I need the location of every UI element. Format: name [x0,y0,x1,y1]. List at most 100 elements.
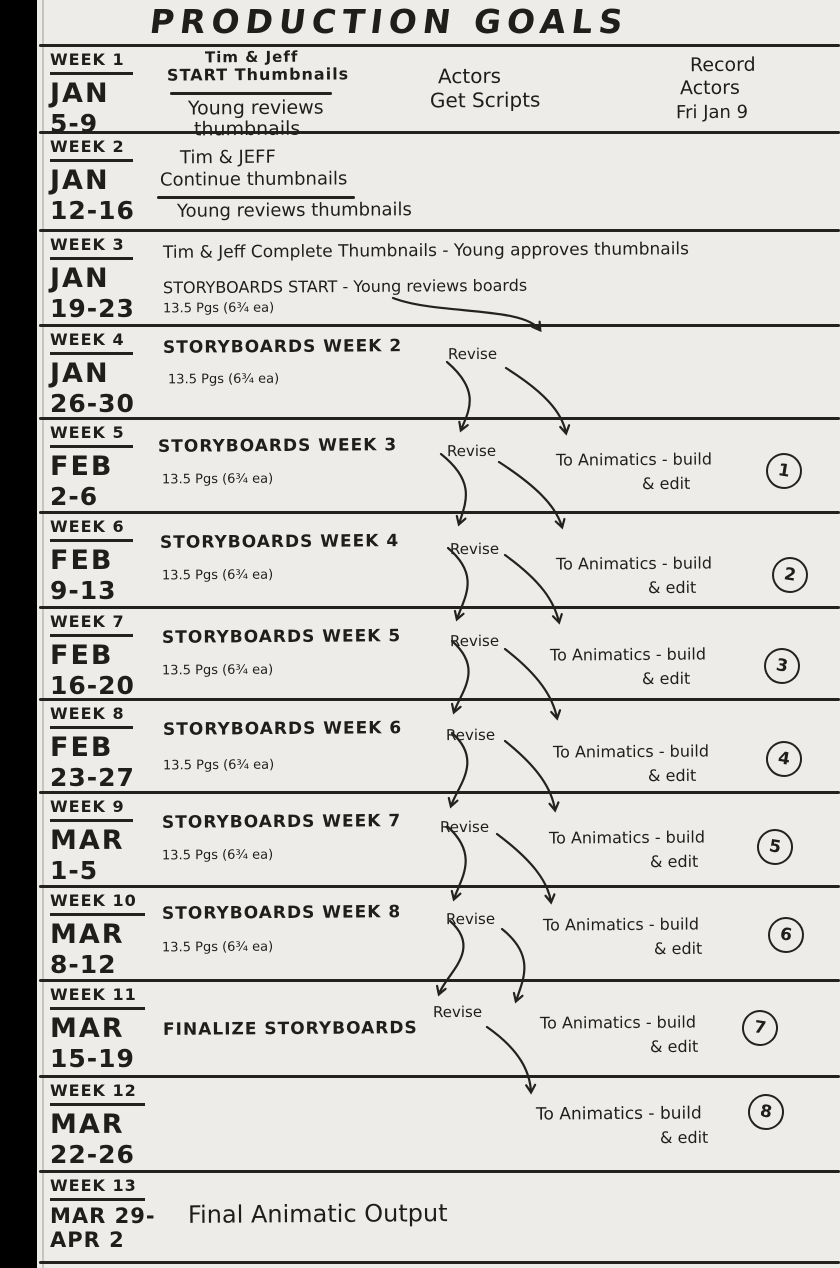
week11-revise: Revise [432,1002,483,1022]
animatic-batch-badge: 7 [739,1007,781,1049]
row-divider [39,417,840,420]
week8-animatics-1: To Animatics - build [552,741,710,762]
week6-task: STORYBOARDS WEEK 4 [159,531,400,553]
week1-actors-2: Get Scripts [429,87,541,113]
week-number: WEEK 4 [50,330,133,355]
week-number: WEEK 7 [50,612,133,637]
paper-edge-line [42,0,44,1268]
animatic-batch-badge: 4 [763,738,805,780]
week-number: WEEK 8 [50,704,133,729]
week1-actors-1: Actors [437,63,502,89]
row-divider [39,698,840,701]
animatic-batch-badge: 3 [761,645,803,687]
week-label-week6: WEEK 6 FEB 9-13 [50,517,133,605]
week-dates: 12-16 [50,196,135,225]
arrow-w8-revise-to-w9-animatics [503,739,560,813]
week-dates: 26-30 [50,389,135,418]
week-number: WEEK 9 [50,797,133,822]
week9-revise: Revise [439,817,490,837]
arrow-w9-task-to-w10-revise [446,825,467,902]
week8-revise: Revise [445,725,496,745]
week7-animatics-2: & edit [641,668,691,689]
week-month: FEB [50,451,114,482]
week-label-week1: WEEK 1 JAN 5-9 [50,50,133,138]
week-label-week4: WEEK 4 JAN 26-30 [50,330,135,418]
week7-animatics-1: To Animatics - build [549,644,707,665]
row-divider [39,885,840,888]
week9-animatics-2: & edit [649,851,699,872]
week-label-week10: WEEK 10 MAR 8-12 [50,891,145,979]
week1-record-1: Record [689,53,756,77]
animatic-batch-badge: 6 [765,914,807,956]
week10-revise: Revise [445,909,496,929]
week8-pages: 13.5 Pgs (6¾ ea) [162,757,275,774]
underline-stroke [157,196,355,199]
row-divider [39,791,840,794]
scan-edge [0,0,37,1268]
week1-crew-task: START Thumbnails [166,64,350,85]
arrow-w6-revise-to-w7-animatics [503,553,563,625]
week9-task: STORYBOARDS WEEK 7 [161,811,402,833]
week10-animatics-2: & edit [653,938,703,959]
row-divider [39,131,840,134]
week1-record-3: Fri Jan 9 [675,101,749,124]
animatic-batch-badge: 5 [754,826,796,868]
week2-review: Young reviews thumbnails [176,199,412,222]
row-divider [39,229,840,232]
week-label-week7: WEEK 7 FEB 16-20 [50,612,135,700]
week-dates: 5-9 [50,109,99,138]
week-number: WEEK 12 [50,1081,145,1106]
week3-line1: Tim & Jeff Complete Thumbnails - Young a… [162,239,690,263]
week-number: WEEK 2 [50,137,133,162]
week-month: FEB [50,545,114,576]
week1-review-2: thumbnails [193,117,301,141]
week-month: MAR 29- [50,1204,156,1228]
week-number: WEEK 13 [50,1176,145,1201]
week7-pages: 13.5 Pgs (6¾ ea) [161,662,274,679]
week-dates: APR 2 [50,1228,125,1252]
week-number: WEEK 10 [50,891,145,916]
week10-task: STORYBOARDS WEEK 8 [161,902,402,924]
week4-task: STORYBOARDS WEEK 2 [162,336,403,358]
arrow-w7-task-to-w8-revise [450,639,470,715]
week-label-week5: WEEK 5 FEB 2-6 [50,423,133,511]
week-dates: 1-5 [50,856,99,885]
week-dates: 15-19 [50,1044,135,1073]
week5-task: STORYBOARDS WEEK 3 [157,435,398,457]
week7-task: STORYBOARDS WEEK 5 [161,626,402,648]
week5-pages: 13.5 Pgs (6¾ ea) [161,471,274,488]
week-number: WEEK 6 [50,517,133,542]
week-label-week11: WEEK 11 MAR 15-19 [50,985,145,1073]
week1-record-2: Actors [679,76,740,100]
week-label-week13: WEEK 13 MAR 29- APR 2 [50,1176,156,1252]
week-month: JAN [50,78,110,109]
week5-revise: Revise [446,441,497,461]
week9-animatics-1: To Animatics - build [548,827,706,848]
week-dates: 8-12 [50,950,117,979]
week2-crew-head: Tim & JEFF [179,146,276,169]
week1-review-1: Young reviews [187,96,324,120]
week11-task: FINALIZE STORYBOARDS [162,1018,418,1040]
week-dates: 9-13 [50,576,117,605]
row-divider [39,1261,840,1264]
week-number: WEEK 3 [50,235,133,260]
row-divider [39,44,840,47]
week5-animatics-2: & edit [641,473,691,494]
week-month: MAR [50,825,125,856]
week5-animatics-1: To Animatics - build [555,449,713,470]
week12-animatics-2: & edit [659,1127,709,1148]
week-dates: 19-23 [50,294,135,323]
week-number: WEEK 5 [50,423,133,448]
arrow-w10-revise-to-w11-animatics [500,927,526,1004]
week-label-week2: WEEK 2 JAN 12-16 [50,137,135,225]
row-divider [39,511,840,514]
week-label-week3: WEEK 3 JAN 19-23 [50,235,135,323]
week6-animatics-1: To Animatics - build [555,553,713,574]
week3-line2: STORYBOARDS START - Young reviews boards [162,275,528,298]
animatic-batch-badge: 1 [763,450,805,492]
underline-stroke [170,92,332,95]
week-dates: 22-26 [50,1140,135,1169]
week10-animatics-1: To Animatics - build [542,914,700,935]
week10-pages: 13.5 Pgs (6¾ ea) [161,939,274,956]
week-label-week12: WEEK 12 MAR 22-26 [50,1081,145,1169]
